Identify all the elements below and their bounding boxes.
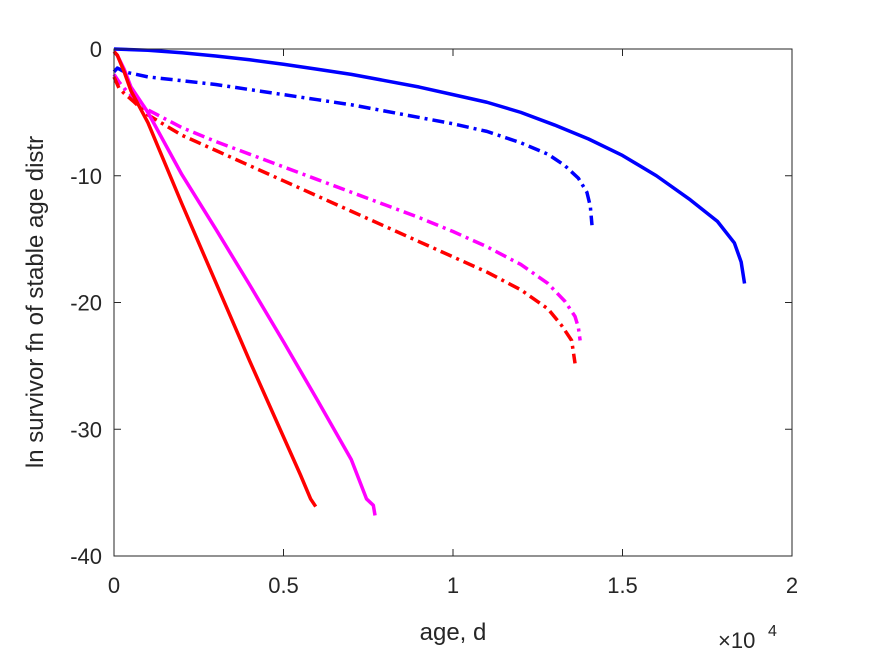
x-tick-label: 1.5 (607, 573, 638, 598)
series-line-5 (112, 50, 318, 508)
series-line-0 (113, 47, 747, 284)
x-exponent-base: ×10 (718, 628, 755, 653)
plot-area (114, 49, 792, 556)
tick-layer (113, 48, 793, 557)
x-exponent-power: 4 (768, 623, 777, 640)
series-line-2 (112, 73, 582, 341)
y-axis-label: ln survivor fn of stable age distr (22, 136, 49, 468)
y-tick-label: -20 (70, 291, 102, 316)
x-tick-label: 2 (786, 573, 798, 598)
series-line-1 (112, 66, 594, 226)
x-tick-label: 0 (108, 573, 120, 598)
x-axis-label: age, d (420, 619, 487, 646)
y-tick-label: -30 (70, 417, 102, 442)
y-tick-label: -40 (70, 544, 102, 569)
y-tick-label: 0 (90, 37, 102, 62)
series-layer (112, 47, 747, 516)
y-tick-label: -10 (70, 164, 102, 189)
x-tick-label: 1 (447, 573, 459, 598)
x-exponent: ×10 4 (718, 623, 777, 653)
x-tick-label: 0.5 (268, 573, 299, 598)
ticklabel-layer: 0 0.5 1 1.5 2 0 -10 -20 -30 -40 (70, 37, 798, 598)
